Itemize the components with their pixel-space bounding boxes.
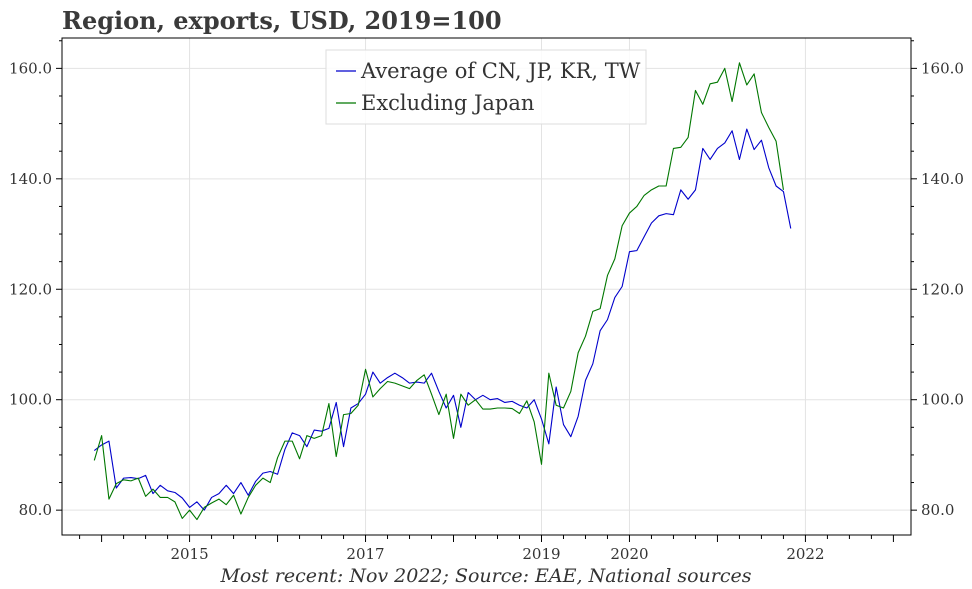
y-tick-label-left: 120.0 [9,280,52,298]
legend-label-1: Average of CN, JP, KR, TW [360,59,641,83]
y-tick-label-right: 120.0 [921,280,964,298]
y-tick-label-right: 100.0 [921,391,964,409]
source-note: Most recent: Nov 2022; Source: EAE, Nati… [220,565,752,587]
y-tick-label-left: 140.0 [9,170,52,188]
series-line-2 [93,62,784,521]
legend: Average of CN, JP, KR, TW Excluding Japan [325,49,647,125]
x-tick-label: 2017 [346,545,384,563]
y-tick-label-right: 140.0 [921,170,964,188]
legend-box [325,49,647,125]
series-lines [93,62,792,521]
chart-title: Region, exports, USD, 2019=100 [62,6,502,35]
y-tick-label-right: 80.0 [921,501,954,519]
y-tick-label-left: 100.0 [9,391,52,409]
y-tick-label-left: 80.0 [19,501,52,519]
axis-ticks: 80.0 80.0 100.0 100.0 120.0 120.0 140.0 140.0 16… [9,40,964,563]
legend-label-2: Excluding Japan [361,91,534,115]
x-tick-label: 2020 [610,545,648,563]
y-tick-label-right: 160.0 [921,59,964,77]
series-line-1 [93,128,792,511]
x-tick-label: 2022 [786,545,824,563]
x-tick-label: 2019 [522,545,560,563]
x-tick-label: 2015 [170,545,208,563]
plot-area-frame [61,37,912,536]
y-tick-label-left: 160.0 [9,59,52,77]
